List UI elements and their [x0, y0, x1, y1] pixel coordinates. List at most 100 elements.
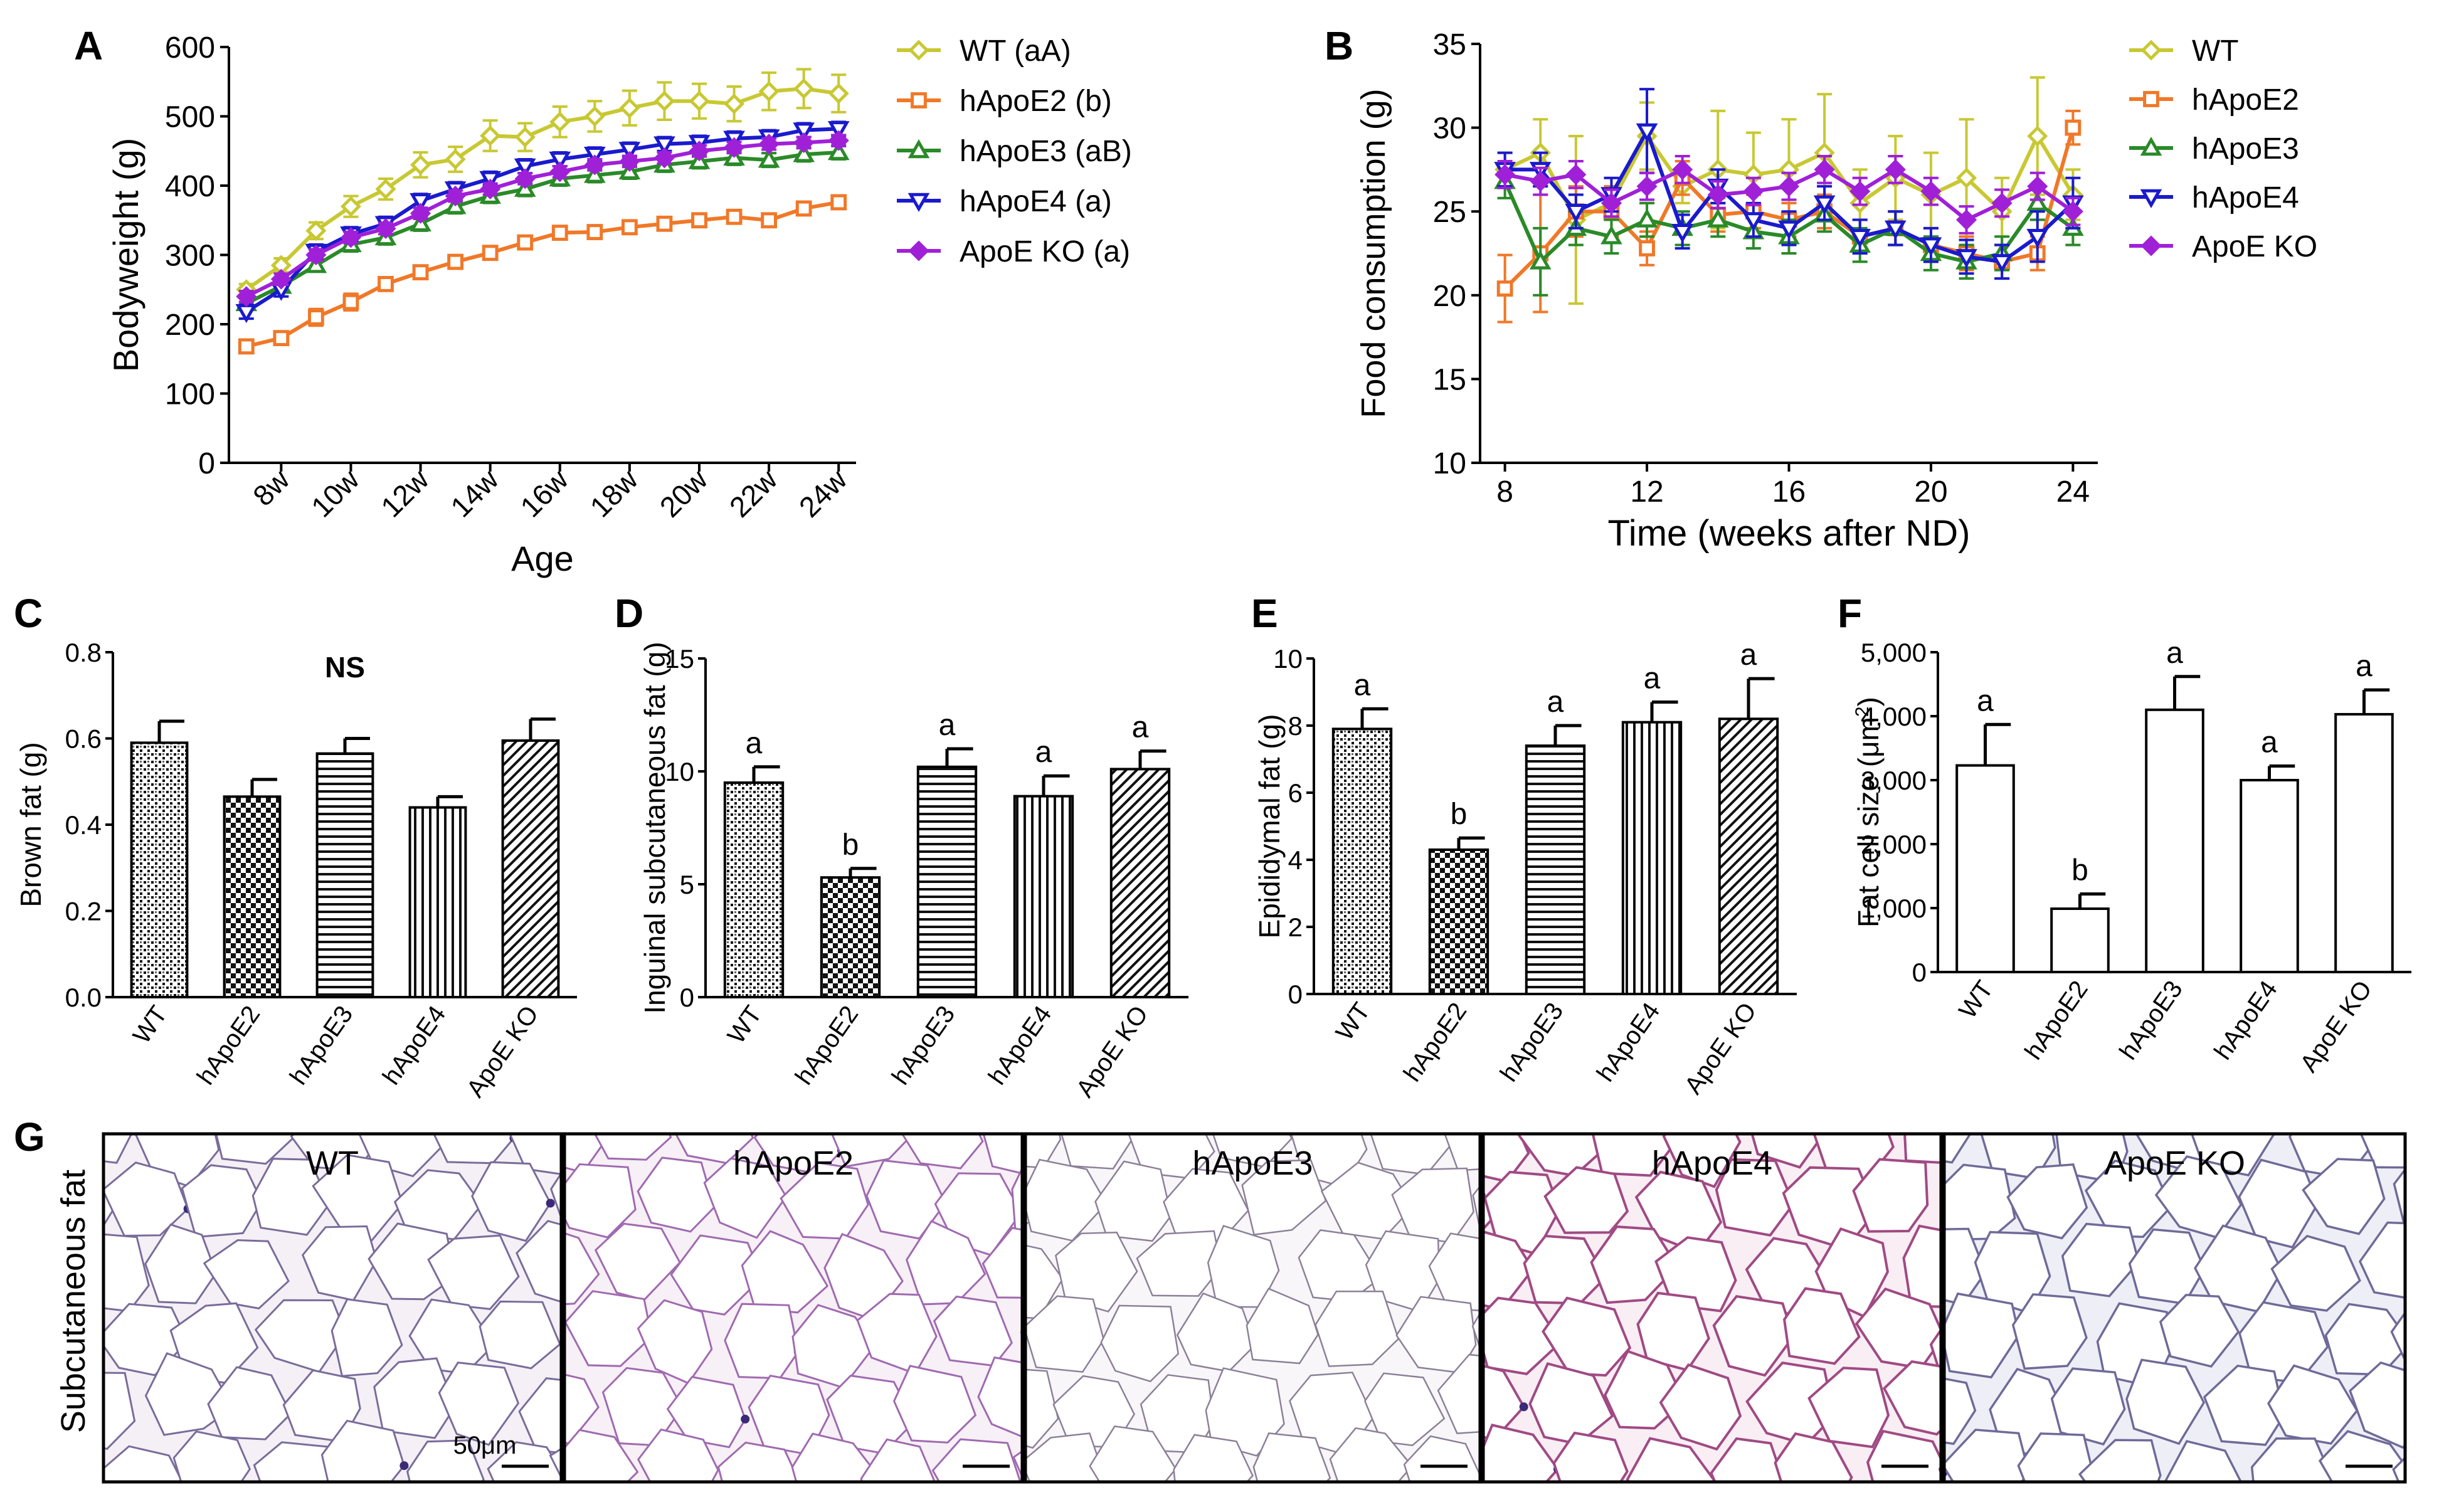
data-point: [619, 97, 640, 119]
x-tick-label: hApoE4: [2209, 976, 2283, 1065]
y-axis-label: Epididymal fat (g): [1253, 714, 1286, 939]
adipocyte: [1136, 1230, 1222, 1297]
bar-group-hapoe2: hApoE2: [192, 778, 282, 1090]
y-axis-label: Brown fat (g): [14, 742, 47, 907]
y-axis-label-end: ): [1852, 697, 1885, 706]
y-tick-label: 20: [1433, 280, 1466, 313]
bar-group-hapoe4: a hApoE4: [983, 736, 1074, 1090]
data-point: [758, 81, 780, 102]
adipocyte: [331, 1298, 403, 1377]
legend-label: WT (aA): [960, 34, 1071, 68]
histology-tile-hapoe3: hApoE3: [1024, 1132, 1482, 1484]
bar-group-hapoe3: a hApoE3: [2114, 637, 2204, 1065]
adipocyte: [1012, 1450, 1022, 1479]
bar: [1013, 795, 1074, 998]
adipocyte: [207, 1366, 292, 1441]
data-point: [2026, 229, 2049, 248]
adipocyte: [2393, 1167, 2405, 1223]
data-point: [828, 130, 849, 151]
series-apoe-ko: ApoE KO (a): [236, 130, 1130, 307]
data-point: [445, 149, 466, 170]
x-tick-label: ApoE KO: [462, 1001, 544, 1102]
x-tick-label: 20: [1914, 475, 1947, 509]
data-point: [793, 122, 815, 142]
adipocyte: [1363, 1372, 1446, 1447]
adipocyte: [1590, 1225, 1679, 1304]
legend-marker: [907, 139, 930, 159]
adipocyte: [1173, 1434, 1254, 1482]
adipocyte: [2425, 1372, 2444, 1447]
adipocyte: [1444, 1134, 1480, 1171]
adipocyte: [1807, 1367, 1890, 1449]
bar: [1955, 764, 2015, 974]
adipocyte: [1100, 1304, 1180, 1383]
x-tick-label: 16w: [514, 463, 574, 524]
tile-border: [1481, 1132, 1943, 1484]
x-tick-label: hApoE2: [192, 1001, 266, 1090]
data-point: [1530, 171, 1551, 192]
adipocyte: [1937, 1031, 2011, 1118]
data-point: [1814, 159, 1835, 180]
adipocyte: [13, 1432, 95, 1512]
data-point: [307, 309, 324, 325]
chart-f-fat-cell-size: 0 1,000 2,000 3,000 4,000 5,000 a WT b hApoE2 a hAp…: [1852, 637, 2411, 1077]
x-tick-label: 24: [2056, 475, 2090, 509]
chart-title: NS: [325, 651, 365, 684]
adipocyte: [549, 1447, 561, 1480]
adipocyte: [368, 1222, 457, 1301]
adipocyte: [516, 1220, 561, 1303]
bar-group-apoe-ko: ApoE KO: [462, 717, 560, 1102]
y-tick-label: 500: [165, 101, 215, 134]
data-point: [1636, 123, 1658, 142]
bar-group-apoe-ko: a ApoE KO: [1680, 638, 1779, 1099]
x-tick-label: 8w: [246, 463, 296, 512]
significance-label: a: [2261, 726, 2278, 759]
y-tick-label: 6: [1288, 778, 1303, 808]
nucleus: [399, 1461, 409, 1471]
y-tick-label: 100: [165, 378, 215, 411]
data-point: [551, 225, 568, 241]
data-point: [827, 121, 850, 140]
nucleus: [546, 1198, 555, 1208]
histology-label: hApoE2: [733, 1145, 854, 1182]
legend-marker: [2140, 136, 2162, 156]
data-point: [618, 142, 641, 161]
y-tick-label: 1,000: [1861, 894, 1927, 923]
adipocyte: [901, 1134, 984, 1170]
data-point: [2065, 119, 2082, 136]
x-tick-label: hApoE4: [1592, 998, 1666, 1087]
adipocyte: [1205, 1367, 1285, 1457]
adipocyte: [640, 1033, 723, 1108]
y-axis-label: Bodyweight (g): [106, 138, 145, 373]
data-point: [375, 178, 396, 200]
adipocyte: [103, 1372, 136, 1451]
bar: [1428, 848, 1489, 995]
adipocyte: [1591, 1134, 1680, 1177]
x-tick-label: WT: [722, 1001, 768, 1049]
adipocyte: [1483, 1424, 1560, 1482]
y-tick-label: 10: [665, 757, 694, 786]
adipocyte: [1929, 1327, 1941, 1380]
data-point: [2062, 201, 2083, 222]
y-tick-label: 0.2: [65, 897, 102, 926]
adipocyte: [1055, 1231, 1138, 1313]
tile-border: [1942, 1132, 2407, 1484]
bar-group-hapoe4: a hApoE4: [2209, 726, 2299, 1065]
adipocyte: [1654, 1236, 1737, 1313]
adipocyte: [550, 1171, 561, 1221]
significance-label: a: [1354, 669, 1371, 702]
chart-e-epididymal-fat: 0 2 4 6 8 10 a WT b hApoE2 a hApoE3 a hApoE4 a ApoE KO E…: [1253, 638, 1797, 1099]
data-point: [1778, 176, 1800, 197]
adipocyte: [406, 1439, 485, 1482]
adipocyte: [373, 1357, 457, 1439]
y-tick-label: 8: [1288, 711, 1303, 741]
adipocyte: [981, 1227, 1022, 1299]
data-point: [795, 200, 812, 217]
adipocyte: [2017, 1432, 2095, 1482]
data-point: [653, 136, 675, 156]
significance-label: a: [1132, 711, 1149, 744]
bar: [501, 739, 560, 998]
data-point: [689, 140, 710, 162]
adipocyte: [172, 1430, 251, 1482]
y-tick-label: 0: [198, 447, 215, 480]
